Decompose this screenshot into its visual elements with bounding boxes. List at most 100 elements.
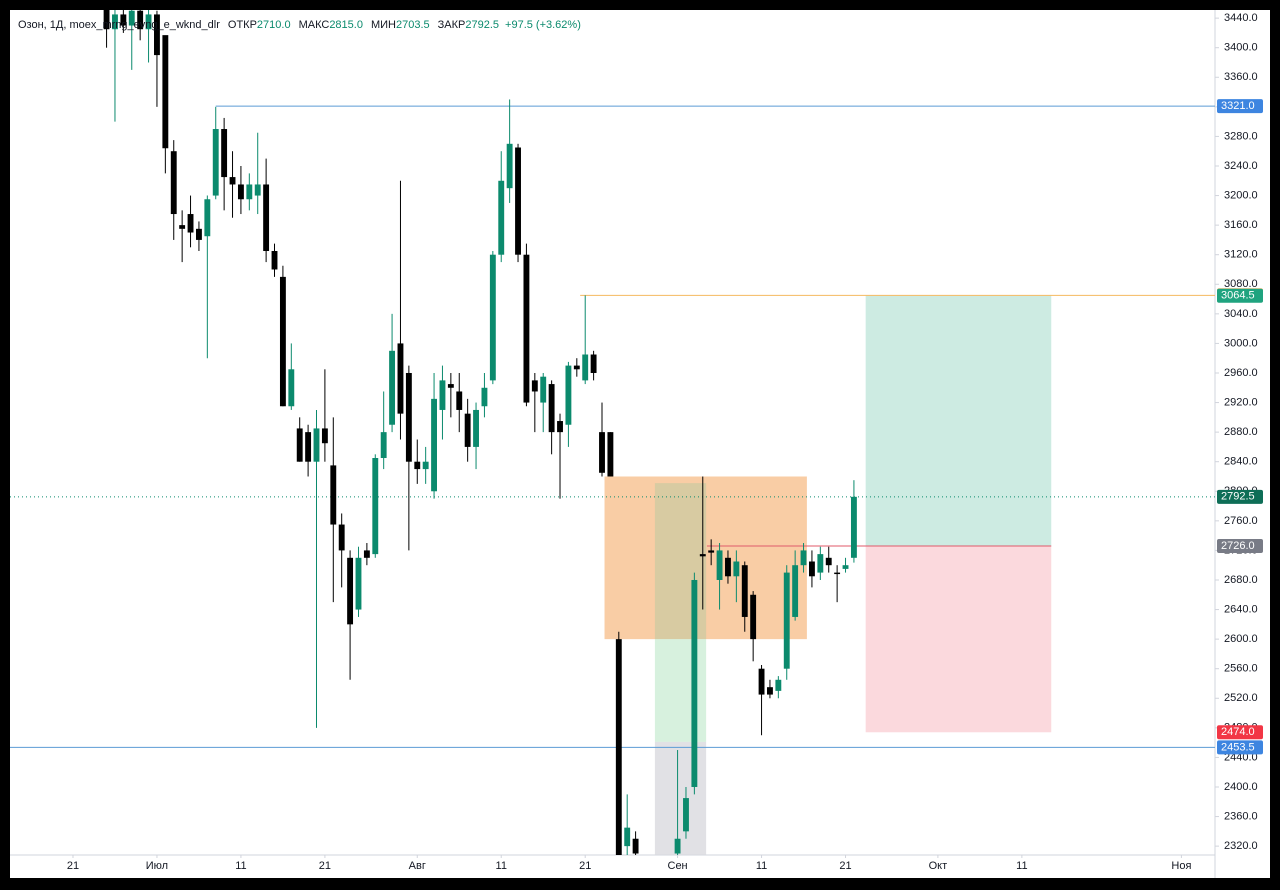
x-tick-label: Сен <box>668 860 688 872</box>
position-zone <box>865 295 1052 546</box>
candle-body <box>733 561 740 577</box>
y-tick-label: 3240.0 <box>1224 160 1258 172</box>
x-tick-label: 11 <box>235 860 246 872</box>
ohlc-value: 2792.5 <box>465 19 499 31</box>
candle-body <box>145 14 152 30</box>
x-tick-label: 11 <box>496 860 507 872</box>
x-tick-label: Окт <box>929 860 948 872</box>
y-tick-label: 2320.0 <box>1224 840 1258 852</box>
candle-body <box>195 228 202 240</box>
candle-body <box>783 572 790 669</box>
y-tick-label: 3280.0 <box>1224 130 1258 142</box>
candle-body <box>515 147 521 255</box>
candle-body <box>531 380 538 392</box>
x-tick-label: 21 <box>319 860 331 872</box>
price-tag-label: 2453.5 <box>1221 741 1255 753</box>
y-tick-label: 2640.0 <box>1224 603 1258 615</box>
y-tick-label: 3120.0 <box>1224 249 1258 261</box>
candle-body <box>103 10 110 30</box>
candle-body <box>330 465 337 525</box>
x-tick-label: Авг <box>409 860 426 872</box>
ohlc-value: 2815.0 <box>329 19 363 31</box>
candle-body <box>464 413 471 447</box>
ohlc-label: МИН <box>371 19 396 31</box>
candle-body <box>170 151 177 215</box>
price-tag <box>1217 538 1263 553</box>
candle-body <box>296 428 303 462</box>
x-tick-label: 21 <box>67 860 79 872</box>
y-tick-label: 3000.0 <box>1224 337 1258 349</box>
candle-body <box>481 387 488 407</box>
candle-body <box>506 143 513 189</box>
y-tick-label: 3200.0 <box>1224 189 1258 201</box>
x-tick-label: 21 <box>839 860 851 872</box>
candle-body <box>204 199 211 237</box>
y-tick-label: 2600.0 <box>1224 633 1258 645</box>
candle-body <box>557 421 563 433</box>
candle-body <box>380 432 387 459</box>
price-tag-label: 2726.0 <box>1221 540 1255 552</box>
candle-body <box>498 180 505 255</box>
y-tick-label: 3400.0 <box>1224 42 1258 54</box>
candle-body <box>313 428 320 462</box>
x-tick-label: Июл <box>146 860 168 872</box>
candle-body <box>548 384 555 433</box>
candle-body <box>254 184 261 196</box>
candle-body <box>271 251 278 270</box>
candle-body <box>834 572 841 575</box>
ohlc-label: МАКС <box>299 19 330 31</box>
candle-body <box>128 10 135 26</box>
time-axis <box>10 855 1215 878</box>
candle-body <box>187 214 194 233</box>
candle-body <box>817 554 824 573</box>
candle-body <box>792 565 799 617</box>
candle-body <box>414 461 421 470</box>
candle-body <box>708 550 715 553</box>
candle-body <box>590 354 597 373</box>
candle-body <box>405 372 412 462</box>
y-tick-label: 2880.0 <box>1224 426 1258 438</box>
position-zone <box>654 483 707 640</box>
candle-body <box>389 350 396 425</box>
candle-body <box>363 550 370 558</box>
y-tick-label: 2960.0 <box>1224 367 1258 379</box>
candle-body <box>355 557 362 610</box>
y-tick-label: 2400.0 <box>1224 781 1258 793</box>
candle-body <box>229 177 236 185</box>
y-tick-label: 2920.0 <box>1224 396 1258 408</box>
position-zone <box>654 639 707 742</box>
candle-body <box>439 380 446 410</box>
candle-body <box>699 554 706 557</box>
y-tick-label: 2840.0 <box>1224 456 1258 468</box>
candle-body <box>674 838 681 854</box>
candle-body <box>540 376 547 403</box>
candle-body <box>750 594 757 640</box>
ohlc-value: 2710.0 <box>257 19 291 31</box>
y-tick-label: 3440.0 <box>1224 12 1258 24</box>
price-tag <box>1217 288 1263 303</box>
candle-body <box>607 432 614 477</box>
candle-body <box>120 14 127 26</box>
y-tick-label: 3040.0 <box>1224 308 1258 320</box>
candle-body <box>473 409 479 447</box>
candle-body <box>237 184 244 200</box>
candle-body <box>565 365 572 425</box>
candle-body <box>305 432 312 462</box>
plot <box>10 10 1215 855</box>
candle-body <box>758 668 765 695</box>
candle-body <box>775 679 782 691</box>
candle-body <box>431 398 437 492</box>
price-tag-label: 3321.0 <box>1221 100 1255 112</box>
candle-body <box>716 550 723 580</box>
price-tag <box>1217 740 1263 755</box>
candle-body <box>808 561 815 577</box>
candle-body <box>154 14 160 56</box>
candle-body <box>725 557 731 577</box>
candle-body <box>179 225 186 229</box>
candle-body <box>112 14 118 30</box>
axes: 3440.03400.03360.03320.03280.03240.03200… <box>67 12 1263 872</box>
change: +97.5 (+3.62%) <box>505 19 581 31</box>
candle-body <box>422 461 429 470</box>
